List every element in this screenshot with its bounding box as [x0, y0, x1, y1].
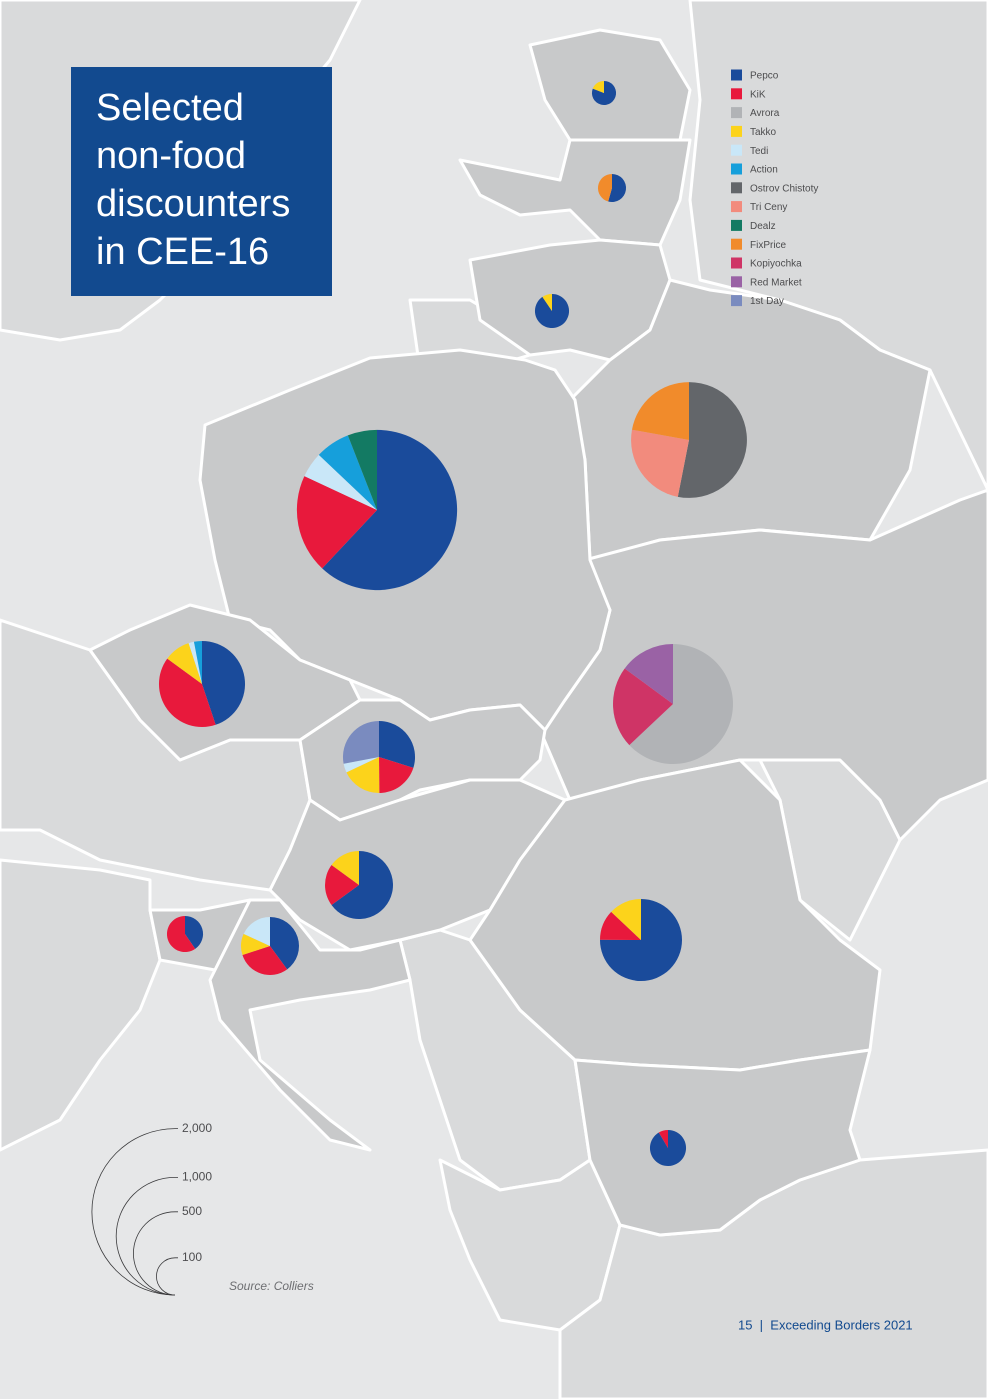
pie-slice	[592, 80, 604, 93]
title-line: discounters	[96, 183, 290, 225]
pie-slice	[296, 476, 377, 569]
legend-swatch	[731, 276, 742, 288]
legend: Pepco KiK Avrora Takko Tedi Action Ostrov Chis…	[731, 69, 818, 307]
pie-slice	[241, 933, 270, 956]
pie-slice	[649, 1129, 687, 1167]
title-box	[71, 67, 332, 296]
title: Selected non-food discounters in CEE-16	[96, 87, 290, 273]
pie-slice	[185, 915, 204, 949]
pie-slice	[599, 911, 641, 940]
pie-slice	[624, 644, 673, 704]
pie-slice	[304, 454, 377, 510]
legend-swatch	[731, 295, 742, 307]
size-arc	[133, 1211, 178, 1296]
legend-swatch	[731, 88, 742, 100]
pie-slice	[242, 946, 288, 975]
legend-label: Takko	[750, 127, 777, 138]
pie-slice	[631, 429, 689, 497]
pie-slice	[331, 851, 359, 885]
legend-label: Red Market	[750, 277, 802, 288]
legend-label: Tri Ceny	[750, 202, 787, 213]
pie-slice	[166, 915, 196, 953]
size-label: 500	[182, 1204, 202, 1218]
legend-swatch	[731, 201, 742, 213]
pie-slice	[608, 173, 627, 203]
legend-label: Action	[750, 165, 778, 176]
size-arc	[156, 1257, 178, 1296]
pie-slice	[379, 757, 414, 794]
legend-swatch	[731, 257, 742, 269]
pie-slice	[325, 864, 359, 906]
source: Source: Colliers	[229, 1279, 314, 1293]
pie-slice	[318, 435, 377, 510]
legend-swatch	[731, 219, 742, 231]
pie-slice	[597, 173, 612, 202]
legend-label: Tedi	[750, 146, 768, 157]
size-arc	[115, 1176, 178, 1296]
legend-label: Pepco	[750, 71, 779, 82]
pie-slice	[167, 643, 202, 684]
legend-swatch	[731, 69, 742, 81]
legend-swatch	[731, 144, 742, 156]
size-label: 2,000	[182, 1121, 212, 1135]
title-line: non-food	[96, 135, 246, 177]
pie-slice	[534, 293, 570, 329]
pie-slice	[346, 757, 380, 794]
pie-slice	[629, 644, 733, 764]
legend-label: 1st Day	[750, 296, 784, 307]
legend-label: Kopiyochka	[750, 259, 802, 270]
legend-swatch	[731, 163, 742, 175]
size-legend: 2,000 1,000 500 100	[92, 1121, 212, 1296]
legend-swatch	[731, 238, 742, 250]
pie-slice	[331, 851, 393, 919]
pie-slice	[243, 917, 270, 946]
pie-slice	[677, 382, 747, 498]
pie-slice	[379, 720, 416, 768]
legend-label: FixPrice	[750, 240, 787, 251]
pie-slice	[613, 668, 673, 746]
legend-swatch	[731, 182, 742, 194]
legend-label: KiK	[750, 89, 766, 100]
pie-slice	[158, 658, 216, 728]
size-label: 1,000	[182, 1170, 212, 1184]
pie-slice	[270, 917, 299, 970]
legend-label: Ostrov Chistoty	[750, 183, 818, 194]
pie-slice	[591, 80, 617, 106]
pies	[158, 80, 747, 1167]
pie-slice	[202, 640, 246, 725]
pie-slice	[343, 757, 379, 773]
legend-swatch	[731, 107, 742, 119]
footer: 15 | Exceeding Borders 2021	[738, 1317, 913, 1332]
legend-label: Avrora	[750, 108, 780, 119]
pie-slice	[542, 293, 552, 311]
pie-slice	[347, 429, 377, 510]
pie-slice	[658, 1129, 668, 1148]
pie-slice	[188, 641, 202, 684]
title-line: in CEE-16	[96, 231, 269, 273]
legend-swatch	[731, 125, 742, 137]
pie-slice	[631, 382, 689, 440]
size-label: 100	[182, 1250, 202, 1264]
pie-slice	[193, 640, 202, 684]
pie-slice	[322, 429, 458, 591]
title-line: Selected	[96, 87, 244, 129]
legend-label: Dealz	[750, 221, 776, 232]
pie-slice	[611, 898, 641, 940]
pie-slice	[342, 720, 379, 764]
